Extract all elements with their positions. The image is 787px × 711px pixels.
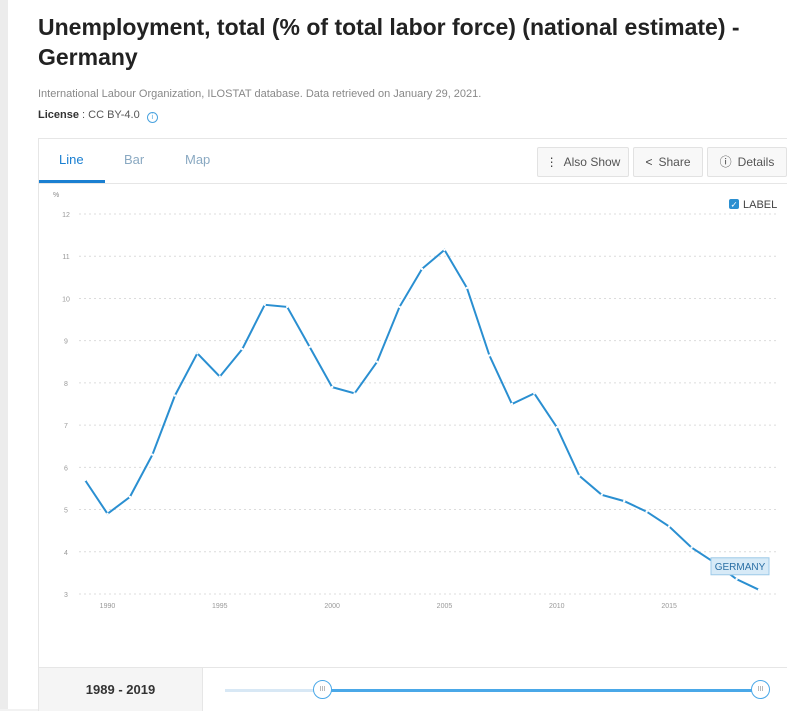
label-checkbox[interactable]: [729, 199, 739, 209]
y-tick-label: 4: [64, 550, 68, 557]
data-point[interactable]: [286, 305, 289, 309]
x-tick-label: 2005: [437, 603, 453, 610]
chart-panel: Line Bar Map ⋮ Also Show < Share ⓘ Details …: [38, 138, 787, 711]
data-point[interactable]: [735, 578, 738, 581]
info-icon[interactable]: i: [146, 112, 158, 123]
y-tick-label: 6: [64, 465, 68, 472]
end-label-box: [710, 557, 770, 576]
label-toggle-text: LABEL: [743, 199, 777, 211]
also-show-button[interactable]: ⋮ Also Show: [537, 147, 629, 177]
data-point[interactable]: [533, 392, 536, 395]
details-button[interactable]: ⓘ Details: [707, 147, 787, 177]
data-point[interactable]: [128, 495, 132, 499]
end-label-text: GERMANY: [715, 562, 766, 573]
x-tick-label: 2010: [549, 603, 565, 610]
y-axis-ticks: 3 4 5 6 7 8 9 10 11 12: [62, 212, 70, 599]
license-value: : CC BY-4.0: [82, 109, 140, 121]
also-show-label: Also Show: [563, 155, 621, 169]
chart-area: 3 4 5 6 7 8 9 10 11 12 1990 1995 2000 2005 2010 2015 %…: [39, 184, 787, 666]
range-slider-start-handle[interactable]: III: [313, 680, 332, 699]
x-tick-label: 2015: [661, 603, 677, 610]
y-tick-label: 8: [64, 381, 68, 388]
x-tick-label: 1995: [212, 603, 228, 610]
data-points: [83, 248, 761, 591]
data-point[interactable]: [510, 402, 514, 406]
page-title: Unemployment, total (% of total labor fo…: [38, 14, 740, 70]
data-point[interactable]: [600, 493, 603, 496]
data-source-text: International Labour Organization, ILOST…: [38, 88, 482, 100]
tab-bar[interactable]: Bar: [124, 152, 145, 167]
data-point[interactable]: [151, 453, 154, 456]
x-tick-label: 2000: [324, 603, 340, 610]
active-tab-indicator: [39, 180, 105, 183]
data-point[interactable]: [420, 267, 424, 271]
license-label: License: [38, 109, 79, 121]
y-tick-label: 5: [64, 508, 68, 515]
data-point[interactable]: [218, 375, 221, 378]
data-point[interactable]: [488, 354, 491, 357]
more-vertical-icon: ⋮: [545, 155, 558, 169]
range-slider-end-handle[interactable]: III: [751, 680, 770, 699]
data-point[interactable]: [173, 394, 177, 397]
data-point[interactable]: [667, 525, 671, 528]
data-point[interactable]: [623, 499, 626, 503]
data-point[interactable]: [690, 546, 693, 549]
license-line: License : CC BY-4.0 i: [38, 109, 158, 123]
y-tick-label: 11: [62, 254, 69, 261]
grid-layer: [79, 213, 779, 595]
details-label: Details: [737, 155, 775, 169]
data-point[interactable]: [465, 286, 469, 290]
y-tick-label: 3: [64, 592, 68, 599]
data-point[interactable]: [375, 360, 379, 363]
y-axis-label: %: [53, 192, 59, 199]
range-slider-fill: [323, 689, 761, 692]
left-gutter: [0, 0, 8, 709]
data-point[interactable]: [308, 345, 311, 349]
data-point[interactable]: [196, 352, 199, 355]
share-label: Share: [658, 155, 691, 169]
share-button[interactable]: < Share: [633, 147, 703, 177]
y-tick-label: 9: [64, 339, 68, 346]
tab-line[interactable]: Line: [59, 152, 84, 167]
chart-tabs: Line Bar Map ⋮ Also Show < Share ⓘ Details: [39, 139, 787, 184]
range-label: 1989 - 2019: [39, 668, 203, 711]
data-point[interactable]: [83, 478, 87, 482]
end-label-germany: GERMANY: [710, 557, 770, 576]
tab-map[interactable]: Map: [185, 152, 211, 167]
data-point[interactable]: [555, 426, 558, 429]
label-toggle[interactable]: ✓ LABEL: [729, 199, 777, 211]
time-range-footer: 1989 - 2019 III III: [39, 667, 787, 711]
y-tick-label: 10: [62, 296, 70, 303]
data-point[interactable]: [645, 510, 648, 513]
data-point[interactable]: [353, 392, 356, 395]
data-point[interactable]: [578, 474, 581, 477]
checkmark-icon: ✓: [730, 200, 737, 210]
data-point[interactable]: [263, 303, 266, 306]
info-circle-icon: ⓘ: [719, 155, 732, 169]
series-line-germany: [84, 248, 760, 591]
x-tick-label: 1990: [100, 603, 116, 610]
data-point[interactable]: [241, 347, 244, 351]
data-point[interactable]: [106, 512, 109, 515]
share-icon: <: [645, 155, 653, 169]
data-point[interactable]: [398, 305, 401, 309]
data-point[interactable]: [330, 385, 334, 389]
line-chart: 3 4 5 6 7 8 9 10 11 12 1990 1995 2000 2005 2010 2015 %…: [53, 192, 779, 610]
data-point[interactable]: [757, 588, 761, 591]
y-tick-label: 12: [62, 212, 70, 219]
y-tick-label: 7: [64, 423, 68, 430]
data-point[interactable]: [443, 248, 446, 252]
x-axis-ticks: 1990 1995 2000 2005 2010 2015: [100, 603, 677, 610]
